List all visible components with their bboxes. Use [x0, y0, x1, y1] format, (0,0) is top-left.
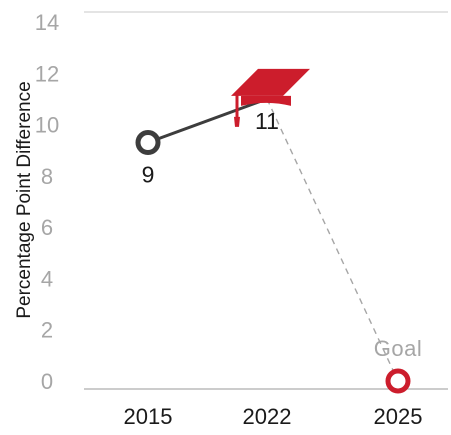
- x-tick-label-2025: 2025: [374, 404, 423, 429]
- y-tick-label-12: 12: [35, 61, 59, 86]
- data-label-2022: 11: [255, 108, 279, 134]
- x-tick-label-2022: 2022: [243, 404, 292, 429]
- y-tick-label-14: 14: [35, 10, 59, 35]
- marker-2015: [135, 130, 161, 156]
- y-axis-label: Percentage Point Difference: [14, 81, 35, 318]
- series-line-0: [147, 97, 268, 144]
- x-tick-label-2015: 2015: [124, 404, 173, 429]
- data-label-2015: 9: [142, 162, 155, 188]
- data-labels: 9 11 Goal: [142, 108, 422, 361]
- markers: [135, 68, 411, 394]
- x-tick-labels: 2015 2022 2025: [124, 404, 423, 429]
- y-tick-label-6: 6: [41, 215, 53, 240]
- series-line-1: [266, 98, 399, 382]
- y-tick-label-0: 0: [41, 369, 53, 394]
- y-tick-labels: 0 2 4 6 8 10 12 14: [35, 10, 59, 394]
- marker-2025: [385, 368, 411, 394]
- y-tick-label-4: 4: [41, 266, 53, 291]
- y-tick-label-10: 10: [35, 113, 59, 138]
- goal-annotation: Goal: [374, 336, 422, 361]
- series-lines: [147, 97, 399, 382]
- y-tick-label-2: 2: [41, 318, 53, 343]
- graduation-cap-icon: [231, 68, 310, 127]
- y-tick-label-8: 8: [41, 164, 53, 189]
